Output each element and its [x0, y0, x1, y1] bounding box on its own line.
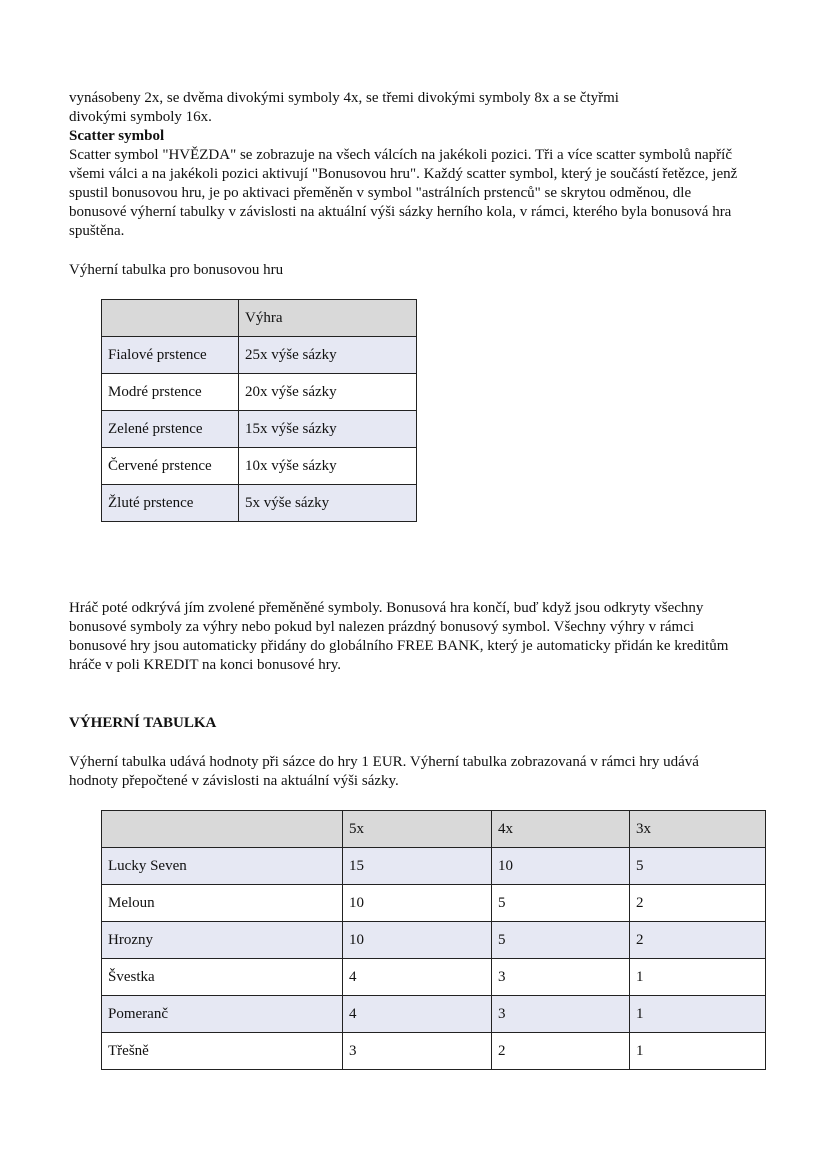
- bonus-table: Výhra Fialové prstence 25x výše sázky Modré…: [101, 299, 417, 522]
- table-header-row: Výhra: [101, 299, 417, 337]
- table-row: Třešně 3 2 1: [101, 1032, 766, 1070]
- table-cell: 3: [491, 995, 630, 1033]
- table-cell: 10: [342, 884, 492, 922]
- table-row: Hrozny 10 5 2: [101, 921, 766, 959]
- table-row: Lucky Seven 15 10 5: [101, 847, 766, 885]
- bonus-end-text: Hráč poté odkrývá jím zvolené přeměněné …: [69, 600, 729, 673]
- table-header-cell: 4x: [491, 810, 630, 848]
- table-cell: Zelené prstence: [101, 410, 239, 448]
- table-header-cell: [101, 810, 343, 848]
- table-cell: Hrozny: [101, 921, 343, 959]
- paytable-text: Výherní tabulka udává hodnoty při sázce …: [69, 754, 699, 789]
- table-row: Žluté prstence 5x výše sázky: [101, 484, 417, 522]
- table-cell: Třešně: [101, 1032, 343, 1070]
- table-cell: 5: [491, 884, 630, 922]
- table-cell: 2: [629, 921, 766, 959]
- table-cell: Modré prstence: [101, 373, 239, 411]
- table-header-cell: 5x: [342, 810, 492, 848]
- table-header-cell: [101, 299, 239, 337]
- table-row: Zelené prstence 15x výše sázky: [101, 410, 417, 448]
- table-cell: 5: [629, 847, 766, 885]
- intro-line: divokými symboly 16x.: [69, 109, 212, 125]
- table-cell: Lucky Seven: [101, 847, 343, 885]
- table-cell: 10: [491, 847, 630, 885]
- table-row: Meloun 10 5 2: [101, 884, 766, 922]
- table-cell: 20x výše sázky: [238, 373, 417, 411]
- table-row: Pomeranč 4 3 1: [101, 995, 766, 1033]
- table-cell: 2: [629, 884, 766, 922]
- table-cell: 15x výše sázky: [238, 410, 417, 448]
- table-cell: Švestka: [101, 958, 343, 996]
- scatter-text: Scatter symbol "HVĚZDA" se zobrazuje na …: [69, 147, 738, 239]
- intro-text: vynásobeny 2x, se dvěma divokými symboly…: [69, 89, 749, 241]
- table-cell: 1: [629, 1032, 766, 1070]
- table-cell: Červené prstence: [101, 447, 239, 485]
- table-row: Modré prstence 20x výše sázky: [101, 373, 417, 411]
- paytable: 5x 4x 3x Lucky Seven 15 10 5 Meloun 10 5 2 Hrozny 10…: [101, 810, 766, 1070]
- table-cell: 25x výše sázky: [238, 336, 417, 374]
- table-cell: Fialové prstence: [101, 336, 239, 374]
- table-cell: 10x výše sázky: [238, 447, 417, 485]
- bonus-table-caption: Výherní tabulka pro bonusovou hru: [69, 262, 284, 278]
- table-cell: Meloun: [101, 884, 343, 922]
- scatter-heading: Scatter symbol: [69, 128, 165, 144]
- table-cell: 15: [342, 847, 492, 885]
- table-header-cell: 3x: [629, 810, 766, 848]
- table-cell: Pomeranč: [101, 995, 343, 1033]
- table-header-cell: Výhra: [238, 299, 417, 337]
- table-cell: 1: [629, 958, 766, 996]
- table-row: Švestka 4 3 1: [101, 958, 766, 996]
- table-cell: 3: [342, 1032, 492, 1070]
- table-cell: 5x výše sázky: [238, 484, 417, 522]
- table-cell: 2: [491, 1032, 630, 1070]
- table-cell: 4: [342, 995, 492, 1033]
- table-cell: 10: [342, 921, 492, 959]
- table-cell: 3: [491, 958, 630, 996]
- table-row: Fialové prstence 25x výše sázky: [101, 336, 417, 374]
- table-cell: 4: [342, 958, 492, 996]
- intro-line: vynásobeny 2x, se dvěma divokými symboly…: [69, 90, 619, 106]
- table-row: Červené prstence 10x výše sázky: [101, 447, 417, 485]
- table-header-row: 5x 4x 3x: [101, 810, 766, 848]
- table-cell: 5: [491, 921, 630, 959]
- paytable-heading: VÝHERNÍ TABULKA: [69, 715, 217, 731]
- table-cell: 1: [629, 995, 766, 1033]
- table-cell: Žluté prstence: [101, 484, 239, 522]
